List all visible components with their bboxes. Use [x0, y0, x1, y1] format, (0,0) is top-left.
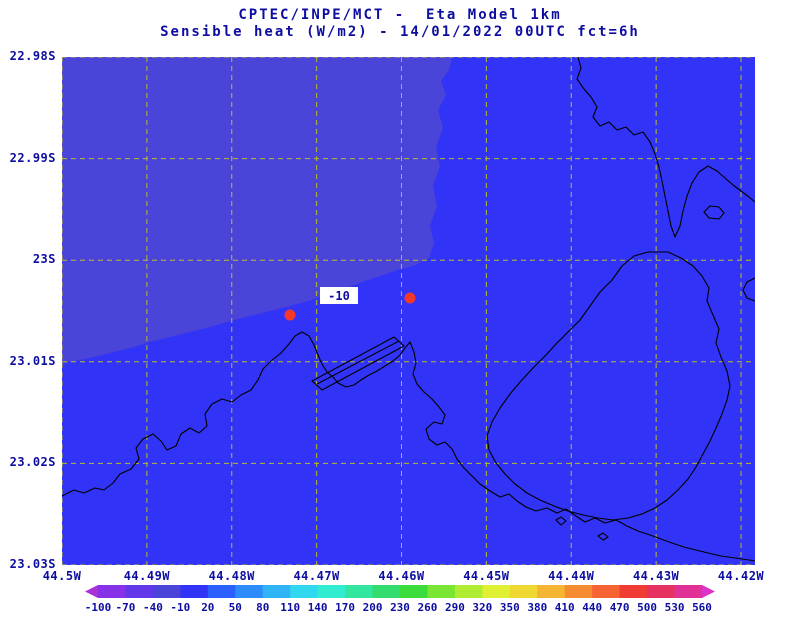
colorbar-segment: [702, 585, 715, 598]
colorbar-segment: [619, 585, 648, 598]
colorbar-segment: [235, 585, 264, 598]
colorbar-segment: [564, 585, 593, 598]
gridlines: [62, 57, 755, 565]
station-markers: [284, 292, 416, 321]
mainland-coastline: [62, 331, 755, 562]
colorbar-segment: [400, 585, 429, 598]
contour-label: -10: [328, 289, 350, 303]
shaded-fill-negative-region: [62, 57, 452, 364]
chart-title: CPTEC/INPE/MCT - Eta Model 1km: [238, 7, 562, 23]
station-marker: [284, 309, 296, 321]
colorbar-segment: [345, 585, 374, 598]
island-coastline: [486, 251, 731, 521]
colorbar-segment: [509, 585, 538, 598]
colorbar-segment: [207, 585, 236, 598]
north-coastline: [576, 57, 755, 238]
colorbar-segment: [290, 585, 319, 598]
chart-subtitle: Sensible heat (W/m2) - 14/01/2022 00UTC …: [160, 24, 640, 40]
colorbar-segment: [482, 585, 511, 598]
contour-label-box: [320, 287, 358, 304]
colorbar-segment: [125, 585, 154, 598]
colorbar-segment: [98, 585, 127, 598]
colorbar: [85, 585, 715, 598]
colorbar-segment: [372, 585, 401, 598]
colorbar-segment: [454, 585, 483, 598]
colorbar-segment: [427, 585, 456, 598]
colorbar-segment: [152, 585, 181, 598]
contour-label-group: -10: [320, 287, 358, 304]
colorbar-segment: [647, 585, 676, 598]
colorbar-segment: [262, 585, 291, 598]
colorbar-segment: [85, 585, 98, 598]
small-islands: [555, 205, 755, 541]
colorbar-segment: [592, 585, 621, 598]
colorbar-segment: [537, 585, 566, 598]
colorbar-segment: [180, 585, 209, 598]
title-block: CPTEC/INPE/MCT - Eta Model 1km Sensible …: [0, 7, 800, 41]
colorbar-segment: [674, 585, 703, 598]
port-structure: [311, 336, 405, 391]
colorbar-segment: [317, 585, 346, 598]
coastline-contours: [62, 57, 755, 562]
station-marker: [404, 292, 416, 304]
